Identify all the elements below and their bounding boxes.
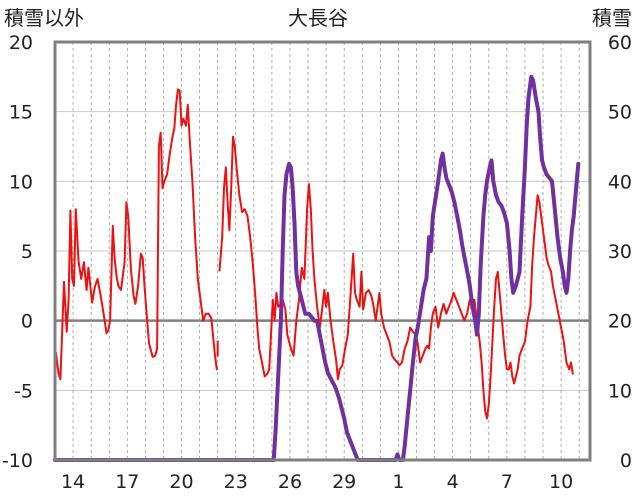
x-tick-label: 29 [332, 471, 356, 493]
x-tick-label: 1 [392, 471, 404, 493]
left-tick-label: 15 [9, 102, 33, 124]
right-tick-label: 50 [608, 102, 632, 124]
right-tick-label: 30 [608, 241, 632, 263]
series-2-line [53, 74, 581, 462]
x-tick-label: 17 [115, 471, 139, 493]
left-tick-label: 5 [21, 241, 33, 263]
left-tick-label: 10 [9, 171, 33, 193]
right-tick-label: 0 [620, 450, 632, 472]
x-tick-label: 10 [549, 471, 573, 493]
x-tick-label: 26 [278, 471, 302, 493]
x-tick-label: 4 [447, 471, 459, 493]
left-axis-label: 積雪以外 [4, 6, 84, 30]
left-tick-label: -10 [2, 450, 33, 472]
chart-title: 大長谷 [288, 6, 348, 30]
left-tick-label: -5 [14, 380, 33, 402]
series-1-line [54, 88, 218, 381]
x-tick-label: 7 [501, 471, 513, 493]
left-tick-label: 0 [21, 311, 33, 333]
right-tick-label: 60 [608, 32, 632, 54]
left-tick-label: 20 [9, 32, 33, 54]
x-tick-label: 23 [224, 471, 248, 493]
right-tick-label: 20 [608, 311, 632, 333]
right-axis-label: 積雪 [592, 6, 632, 30]
plot-area-frame [53, 40, 592, 462]
right-tick-label: 10 [608, 380, 632, 402]
series-layer [53, 74, 581, 462]
x-tick-label: 14 [61, 471, 85, 493]
series-1-line [218, 135, 574, 420]
right-tick-label: 40 [608, 171, 632, 193]
x-tick-label: 20 [169, 471, 193, 493]
